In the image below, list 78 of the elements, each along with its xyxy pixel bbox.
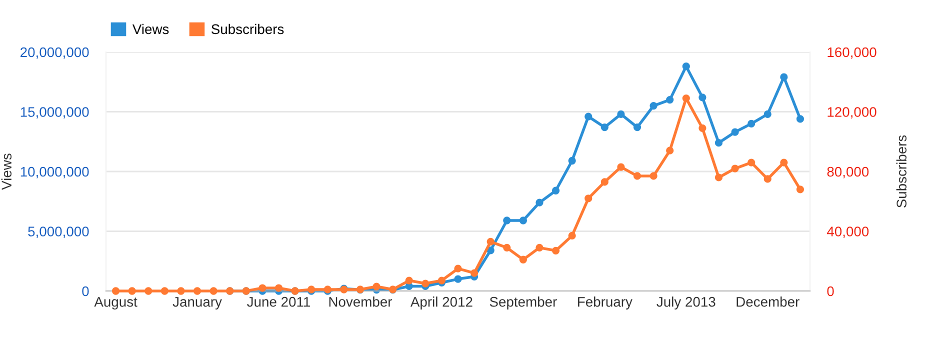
point xyxy=(160,287,168,295)
point xyxy=(405,276,413,284)
point xyxy=(600,123,608,132)
point xyxy=(748,158,756,166)
y-tick-label: 10,000,000 xyxy=(20,166,89,178)
x-tick-label: August xyxy=(94,297,138,310)
point xyxy=(714,139,723,147)
point xyxy=(470,269,478,277)
point xyxy=(177,287,185,295)
point xyxy=(274,284,283,292)
legend-label: Views xyxy=(132,24,169,34)
point xyxy=(650,172,658,180)
point xyxy=(584,112,592,120)
point xyxy=(666,146,674,154)
point xyxy=(536,244,544,252)
y2-tick-label: 40,000 xyxy=(826,226,869,238)
point xyxy=(128,287,136,295)
point xyxy=(633,123,642,132)
point xyxy=(600,178,608,186)
point xyxy=(764,110,772,118)
point xyxy=(144,287,152,295)
point xyxy=(519,216,528,224)
point xyxy=(682,94,690,102)
y2-axis-title: Subscribers xyxy=(896,135,907,208)
y-axis-title: Views xyxy=(1,154,12,190)
point xyxy=(112,287,120,295)
point xyxy=(503,244,511,252)
y2-tick-label: 160,000 xyxy=(828,47,876,59)
point xyxy=(536,198,544,206)
point xyxy=(503,216,511,224)
point xyxy=(486,246,494,254)
point xyxy=(796,115,804,123)
point xyxy=(422,280,430,288)
x-tick-label: June 2011 xyxy=(247,296,310,307)
point xyxy=(454,275,462,283)
point xyxy=(584,194,592,202)
point xyxy=(731,164,739,172)
point xyxy=(650,102,658,110)
x-tick-label: November xyxy=(329,296,392,307)
point xyxy=(486,238,494,246)
point xyxy=(764,175,772,183)
point xyxy=(552,186,560,194)
point xyxy=(780,73,788,81)
point xyxy=(731,128,739,136)
point xyxy=(617,110,625,118)
point xyxy=(748,120,756,128)
point xyxy=(617,163,625,171)
point xyxy=(454,264,462,272)
y-tick-label: 20,000,000 xyxy=(20,47,89,59)
point xyxy=(258,284,266,292)
x-tick-label: September xyxy=(490,296,557,310)
y-tick-label: 0 xyxy=(82,286,89,296)
y-tick-label: 15,000,000 xyxy=(20,107,89,119)
x-tick-label: July 2013 xyxy=(656,296,716,310)
point xyxy=(568,156,576,165)
point xyxy=(568,232,576,240)
point xyxy=(780,158,788,166)
point xyxy=(210,287,218,295)
x-tick-label: December xyxy=(736,296,800,307)
y2-tick-label: 0 xyxy=(827,286,834,296)
point xyxy=(714,174,723,182)
point xyxy=(519,256,528,264)
y-tick-label: 5,000,000 xyxy=(28,226,89,238)
point xyxy=(796,186,804,194)
point xyxy=(193,287,202,295)
x-tick-label: January xyxy=(172,297,222,310)
x-tick-label: April 2012 xyxy=(410,296,472,310)
point xyxy=(698,124,706,132)
y2-tick-label: 80,000 xyxy=(827,166,869,178)
point xyxy=(666,96,674,104)
legend-label: Subscribers xyxy=(211,24,284,34)
x-tick-label: February xyxy=(578,296,632,310)
point xyxy=(552,246,560,254)
point xyxy=(633,172,642,180)
point xyxy=(372,282,380,290)
y2-tick-label: 120,000 xyxy=(828,107,876,119)
point xyxy=(682,62,690,70)
point xyxy=(698,94,706,102)
